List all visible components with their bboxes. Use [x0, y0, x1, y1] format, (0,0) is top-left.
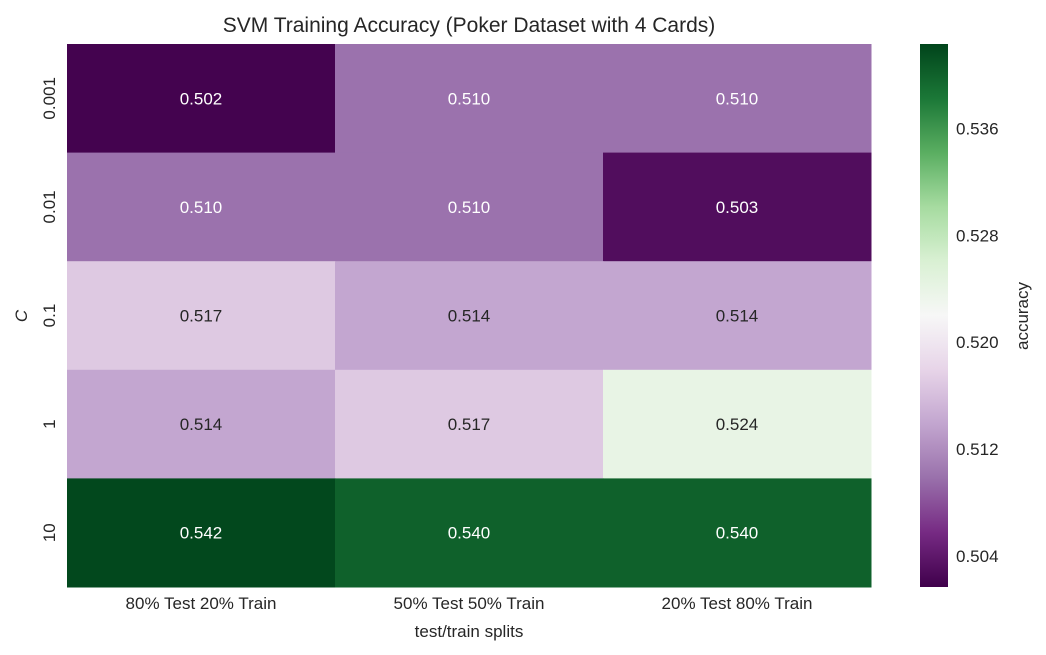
y-tick-label: 1 — [40, 419, 59, 428]
heatmap-cell — [335, 261, 604, 371]
colorbar-tick-label: 0.528 — [956, 226, 999, 245]
heatmap-cell — [603, 478, 872, 588]
cell-value-label: 0.510 — [180, 198, 223, 217]
x-tick-label: 80% Test 20% Train — [126, 594, 277, 613]
cell-value-label: 0.503 — [716, 198, 759, 217]
heatmap-cells: 0.502 0.510 0.510 0.510 0.510 0.503 0.517 0.514… — [67, 44, 872, 588]
y-tick-label: 0.1 — [40, 304, 59, 328]
colorbar-ticks: 0.504 0.512 0.520 0.528 0.536 — [956, 119, 999, 566]
cell-value-label: 0.502 — [180, 89, 223, 108]
y-tick-label: 10 — [40, 523, 59, 542]
cell-value-label: 0.517 — [448, 415, 491, 434]
heatmap-cell — [67, 152, 336, 262]
cell-value-label: 0.540 — [716, 524, 759, 543]
heatmap-cell — [335, 44, 604, 154]
cell-value-label: 0.510 — [448, 89, 491, 108]
colorbar-tick-label: 0.536 — [956, 119, 999, 138]
cell-value-label: 0.514 — [448, 307, 491, 326]
y-tick-label: 0.01 — [40, 190, 59, 223]
y-tick-labels: 0.001 0.01 0.1 1 10 — [40, 77, 59, 542]
y-tick-label: 0.001 — [40, 77, 59, 120]
cell-value-label: 0.517 — [180, 307, 223, 326]
y-axis-label: C — [12, 309, 31, 322]
colorbar — [920, 44, 948, 587]
cell-value-label: 0.540 — [448, 524, 491, 543]
x-tick-labels: 80% Test 20% Train 50% Test 50% Train 20% … — [126, 594, 813, 613]
heatmap-cell — [603, 369, 872, 479]
cell-value-label: 0.524 — [716, 415, 759, 434]
heatmap-cell — [603, 152, 872, 262]
chart-title: SVM Training Accuracy (Poker Dataset wit… — [223, 14, 716, 37]
cell-value-label: 0.542 — [180, 524, 223, 543]
heatmap-cell — [603, 261, 872, 371]
colorbar-tick-label: 0.504 — [956, 547, 999, 566]
heatmap-cell — [67, 478, 336, 588]
heatmap-cell — [67, 261, 336, 371]
heatmap-cell — [335, 369, 604, 479]
heatmap-cell — [335, 478, 604, 588]
colorbar-label: accuracy — [1013, 281, 1032, 350]
heatmap-cell — [67, 369, 336, 479]
cell-value-label: 0.514 — [716, 307, 759, 326]
x-axis-label: test/train splits — [415, 622, 524, 641]
colorbar-tick-label: 0.520 — [956, 333, 999, 352]
heatmap-cell — [603, 44, 872, 154]
heatmap-cell — [335, 152, 604, 262]
x-tick-label: 50% Test 50% Train — [394, 594, 545, 613]
cell-value-label: 0.510 — [448, 198, 491, 217]
x-tick-label: 20% Test 80% Train — [662, 594, 813, 613]
heatmap-cell — [67, 44, 336, 154]
cell-value-label: 0.514 — [180, 415, 223, 434]
cell-value-label: 0.510 — [716, 89, 759, 108]
colorbar-tick-label: 0.512 — [956, 440, 999, 459]
